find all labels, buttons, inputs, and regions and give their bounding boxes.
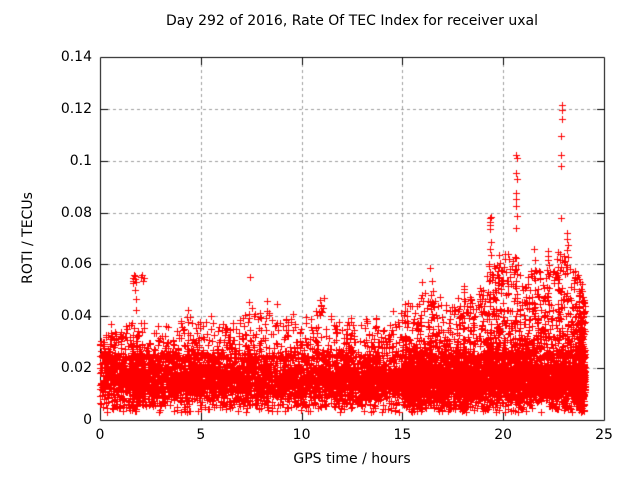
y-tick-label: 0.04 xyxy=(60,308,92,325)
y-tick-label: 0.12 xyxy=(60,100,92,117)
y-tick-label: 0.08 xyxy=(60,204,92,221)
y-tick-label: 0.02 xyxy=(60,360,92,377)
x-tick-label: 5 xyxy=(196,427,206,443)
x-tick-label: 0 xyxy=(95,427,105,443)
x-axis-label: GPS time / hours xyxy=(293,451,411,467)
y-axis-label: ROTI / TECUs xyxy=(20,192,36,284)
chart-title: Day 292 of 2016, Rate Of TEC Index for r… xyxy=(166,13,538,29)
y-tick-label: 0 xyxy=(83,412,92,428)
y-tick-label: 0.14 xyxy=(60,49,92,65)
x-tick-label: 15 xyxy=(393,427,412,443)
x-tick-label: 10 xyxy=(292,427,311,443)
x-tick-label: 20 xyxy=(494,427,513,443)
y-tick-label: 0.1 xyxy=(69,152,92,169)
x-tick-label: 25 xyxy=(595,427,613,443)
y-tick-label: 0.06 xyxy=(60,256,92,273)
